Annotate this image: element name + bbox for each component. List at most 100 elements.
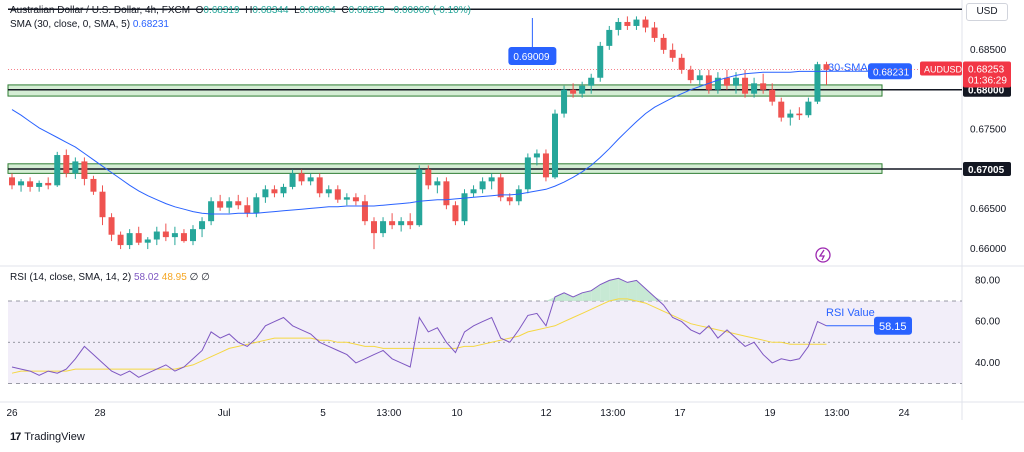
rsi-tick-0: 80.00 (975, 275, 1000, 286)
sma-line (11, 70, 827, 215)
low-value: 0.68064 (299, 5, 336, 16)
candle-69 (633, 19, 640, 26)
price-tick-0: 0.68500 (970, 45, 1007, 56)
rsi-legend: RSI (14, close, SMA, 14, 2) 58.02 48.95 … (10, 272, 210, 283)
candle-37 (343, 197, 350, 200)
candle-47 (434, 181, 441, 186)
time-tick-6: 12 (541, 408, 553, 419)
candle-20 (190, 229, 196, 242)
price-tick-3: 0.66000 (970, 244, 1007, 255)
rsi-overbought-fill-59 (545, 296, 555, 301)
time-tick-2: Jul (218, 408, 231, 419)
time-tick-4: 13:00 (376, 408, 401, 419)
candle-4 (45, 182, 52, 186)
candle-85 (778, 101, 785, 118)
rsi-overbought-fill-68 (627, 280, 637, 301)
candle-18 (171, 233, 178, 238)
candle-19 (180, 233, 187, 242)
candle-0 (9, 177, 15, 186)
time-tick-0: 26 (7, 408, 19, 419)
rsi-ma-line (11, 298, 827, 374)
candle-25 (235, 201, 242, 206)
candle-54 (497, 177, 504, 198)
candle-82 (751, 83, 758, 94)
candle-5 (54, 155, 61, 186)
candle-23 (217, 201, 224, 208)
candle-56 (515, 189, 522, 202)
level-label-bg-1 (963, 161, 1011, 176)
candle-33 (307, 177, 314, 182)
candle-7 (72, 161, 79, 174)
candle-74 (678, 57, 685, 70)
tradingview-footer: 17 TradingView (10, 431, 85, 443)
symbol-tag: AUDUSD (924, 65, 963, 75)
rsi-callout-bg (874, 316, 912, 335)
candle-13 (126, 233, 133, 246)
rsi-overbought-fill-69 (636, 280, 646, 301)
candle-30 (280, 186, 287, 194)
candle-65 (597, 45, 604, 78)
candle-6 (63, 155, 70, 174)
candle-88 (805, 101, 812, 116)
rsi-callout-label: 58.15 (879, 321, 907, 333)
time-tick-1: 28 (95, 408, 107, 419)
candle-32 (298, 173, 305, 182)
candle-64 (588, 77, 595, 86)
price-tick-1: 0.67500 (970, 125, 1007, 136)
candle-78 (714, 77, 721, 90)
time-tick-8: 17 (675, 408, 687, 419)
candle-16 (153, 231, 160, 240)
countdown-label: 01:36:29 (968, 76, 1007, 87)
candle-43 (398, 221, 405, 226)
candle-40 (371, 221, 377, 234)
candle-52 (479, 181, 486, 190)
symbol-header: Australian Dollar / U.S. Dollar, 4h, FXC… (10, 5, 471, 16)
candle-39 (361, 201, 368, 222)
rsi-legend-value: 58.02 (133, 272, 159, 283)
candle-22 (208, 201, 215, 222)
rsi-legend-label: RSI (14, close, SMA, 14, 2) (10, 272, 132, 283)
candle-27 (253, 197, 260, 214)
candle-75 (687, 69, 694, 81)
sma-legend-value: 0.68231 (132, 19, 169, 30)
candle-31 (289, 173, 296, 187)
candle-55 (506, 197, 513, 202)
candle-90 (823, 64, 830, 70)
candle-15 (144, 239, 151, 243)
rsi-tick-1: 60.00 (975, 317, 1000, 328)
candle-81 (742, 77, 749, 94)
candle-61 (561, 89, 568, 114)
rsi-overbought-fill-64 (591, 284, 601, 301)
candle-21 (199, 221, 206, 230)
symbol-title: Australian Dollar / U.S. Dollar, 4h, FXC… (10, 5, 191, 16)
sma-legend-label: SMA (30, close, 0, SMA, 5) (10, 19, 131, 30)
candle-72 (660, 37, 667, 50)
candle-8 (81, 161, 88, 179)
time-tick-7: 13:00 (600, 408, 625, 419)
candle-83 (760, 83, 767, 90)
currency-button[interactable]: USD (966, 3, 1008, 21)
sma-legend: SMA (30, close, 0, SMA, 5) 0.68231 (10, 19, 169, 30)
rsi-tick-2: 40.00 (975, 358, 1000, 369)
candle-3 (36, 182, 43, 187)
candle-29 (271, 189, 278, 194)
candle-62 (570, 89, 577, 94)
candle-53 (488, 177, 495, 182)
candle-68 (624, 21, 631, 26)
rsi-legend-extra: ∅ ∅ (189, 272, 210, 283)
candle-26 (244, 205, 251, 214)
candle-79 (723, 77, 730, 86)
rsi-overbought-fill-62 (573, 292, 583, 301)
rsi-line (11, 277, 827, 378)
rsi-overbought-fill-65 (600, 280, 610, 301)
candle-57 (524, 157, 531, 190)
candle-1 (18, 181, 25, 186)
high-callout-label: 0.69009 (513, 52, 550, 63)
candle-12 (117, 234, 124, 246)
last-price-label: 0.68253 (968, 65, 1005, 76)
candle-17 (162, 231, 169, 238)
candle-50 (461, 193, 468, 222)
candle-41 (380, 221, 387, 234)
candle-49 (452, 205, 459, 222)
